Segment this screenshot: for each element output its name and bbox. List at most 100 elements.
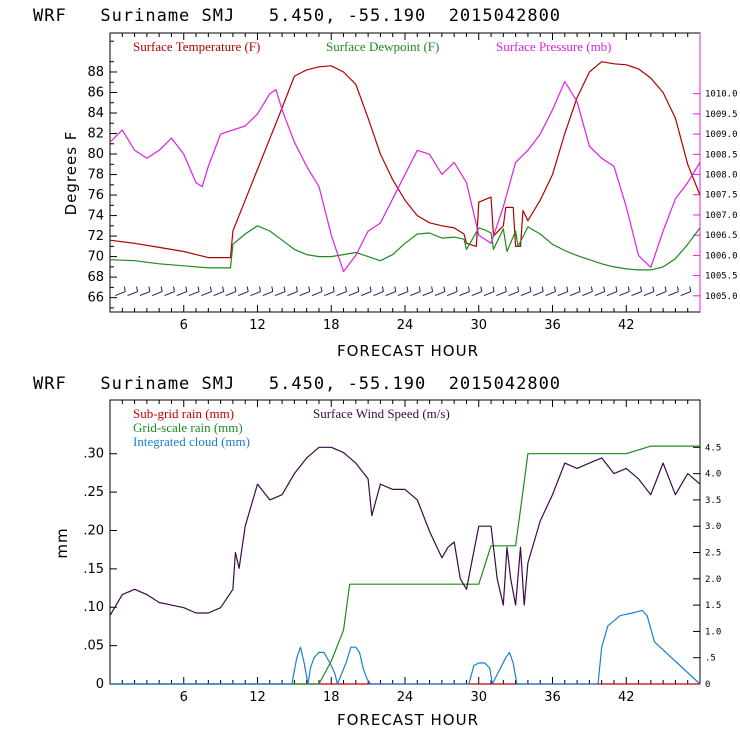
- panel2-series: [109, 445, 701, 685]
- wind-barb-shaft: [434, 291, 446, 297]
- panel1-y-tick-label: 86: [87, 85, 104, 100]
- wind-barb-shaft: [311, 291, 323, 297]
- panel1-plot-frame: [109, 32, 701, 313]
- panel1-y2-tick-label: 1007.0: [705, 211, 738, 221]
- panel1-x-tick-label: 30: [470, 318, 487, 333]
- wind-barb-shaft: [201, 291, 212, 297]
- wind-barb-shaft: [643, 291, 655, 297]
- wind-barb-shaft: [422, 291, 433, 297]
- wind-barb-shaft: [619, 291, 630, 297]
- panel2-y2-tick-label: .5: [705, 654, 716, 664]
- wind-barb-shaft: [606, 291, 618, 297]
- wind-barb-shaft: [250, 291, 261, 297]
- panel2-y-tick-label: .15: [83, 562, 104, 577]
- wind-barb-flag: [172, 286, 175, 292]
- wind-barb-flag: [197, 286, 200, 292]
- wind-barb-flag: [443, 286, 446, 292]
- wind-barb-flag: [209, 286, 212, 292]
- wind-barb-flag: [529, 286, 532, 292]
- wind-barb-flag: [603, 286, 606, 292]
- wind-barb-shaft: [262, 291, 273, 297]
- panel1-y2-tick-label: 1005.0: [705, 292, 738, 302]
- legend-subgrid-rain: Sub-grid rain (mm): [133, 406, 234, 421]
- panel2-y-tick-label: .25: [83, 485, 104, 500]
- panel1-y-tick-label: 76: [87, 188, 104, 203]
- panel2-x-tick-label: 42: [618, 690, 635, 705]
- wind-barb-shaft: [360, 291, 372, 297]
- panel1-y-tick-label: 66: [87, 291, 104, 306]
- panel2-title: WRF Suriname SMJ 5.450, -55.190 20150428…: [33, 374, 561, 394]
- panel2-y-tick-label: .30: [83, 447, 104, 462]
- wind-barb-shaft: [471, 291, 482, 297]
- wind-barb-shaft: [188, 291, 200, 297]
- panel1-y-tick-label: 88: [87, 65, 104, 80]
- wind-barb-flag: [517, 286, 520, 292]
- panel1-series: [109, 61, 701, 273]
- wind-barb-flag: [480, 286, 483, 292]
- wind-barb-shaft: [274, 291, 286, 297]
- wind-barb-shaft: [483, 291, 495, 297]
- wind-barb-flag: [369, 286, 372, 292]
- wind-barb-shaft: [631, 291, 642, 297]
- wind-barb-flag: [652, 286, 655, 292]
- legend-surface-pressure: Surface Pressure (mb): [496, 39, 612, 54]
- series-surface-wind-speed-m-s: [109, 446, 701, 616]
- panel1-x-tick-label: 18: [323, 318, 340, 333]
- wind-barb-shaft: [594, 291, 605, 297]
- wind-barb-shaft: [176, 291, 187, 297]
- wind-barb-flag: [271, 286, 274, 292]
- wind-barb-shaft: [655, 291, 667, 297]
- panel2-y2-tick-label: 4.5: [705, 443, 721, 453]
- wind-barb-flag: [406, 286, 409, 292]
- wind-barb-shaft: [545, 291, 556, 297]
- wind-barb-flag: [455, 286, 458, 292]
- panel1-y-tick-label: 72: [87, 229, 104, 244]
- panel1-y-tick-label: 78: [87, 168, 104, 183]
- wind-barb-shaft: [520, 291, 532, 297]
- panel1-y-tick-label: 82: [87, 127, 104, 142]
- wind-barb-flag: [590, 286, 593, 292]
- wind-barb-shaft: [299, 291, 310, 297]
- panel1-x-tick-label: 6: [180, 318, 188, 333]
- panel2-y2-tick-label: 2.0: [705, 575, 721, 585]
- wind-barb-flag: [676, 286, 679, 292]
- panel2-y2-tick-label: 1.5: [705, 601, 721, 611]
- wind-barb-shaft: [336, 291, 347, 297]
- panel1-x-tick-label: 36: [544, 318, 561, 333]
- panel1-x-axis-label: FORECAST HOUR: [337, 342, 479, 360]
- precipitation-panel: WRF Suriname SMJ 5.450, -55.190 20150428…: [33, 374, 721, 729]
- panel1-y2-tick-label: 1009.5: [705, 110, 738, 120]
- wind-barb-shaft: [348, 291, 360, 297]
- wind-barb-shaft: [496, 291, 507, 297]
- wind-barb-shaft: [508, 291, 519, 297]
- legend-surface-wind-speed: Surface Wind Speed (m/s): [313, 406, 450, 421]
- wind-barb-flag: [295, 286, 298, 292]
- wind-barb-flag: [467, 286, 470, 292]
- legend-gridscale-rain: Grid-scale rain (mm): [133, 420, 243, 435]
- wind-barb-flag: [664, 286, 667, 292]
- panel2-x-tick-label: 24: [397, 690, 414, 705]
- legend-integrated-cloud: Integrated cloud (mm): [133, 434, 250, 449]
- panel2-x-tick-label: 30: [470, 690, 487, 705]
- wind-barb-shaft: [238, 291, 249, 297]
- wind-barb-flag: [234, 286, 237, 292]
- series-surface-temperature-f: [109, 61, 701, 259]
- wind-barb-flag: [381, 286, 384, 292]
- wind-barb-flag: [332, 286, 335, 292]
- wind-barb-shaft: [324, 291, 335, 297]
- panel2-x-tick-label: 18: [323, 690, 340, 705]
- series-grid-scale-rain-mm: [110, 445, 700, 685]
- wind-barb-flag: [148, 286, 151, 292]
- panel1-y-axis-label: Degrees F: [62, 131, 80, 216]
- wind-barb-shaft: [373, 291, 384, 297]
- panel1-y2-tick-label: 1006.5: [705, 231, 738, 241]
- wind-barb-flag: [222, 286, 225, 292]
- panel2-y2-tick-label: 0: [705, 680, 710, 690]
- wind-barb-flag: [185, 286, 188, 292]
- panel1-ticks: 6 12 18 24 30 36 42 66 68 70 72 74 76 78 80 82 84 86 88 100…: [87, 33, 738, 333]
- wind-barbs: [115, 286, 692, 297]
- temperature-panel: WRF Suriname SMJ 5.450, -55.190 20150428…: [33, 6, 738, 360]
- wind-barb-flag: [554, 286, 556, 292]
- panel1-y2-tick-label: 1008.0: [705, 171, 738, 181]
- panel1-x-tick-label: 42: [618, 318, 635, 333]
